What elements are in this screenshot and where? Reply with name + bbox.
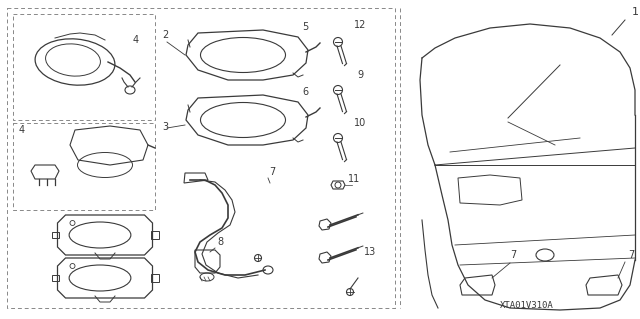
- Bar: [51, 232, 58, 238]
- Text: 11: 11: [348, 174, 360, 184]
- Text: 3: 3: [162, 122, 168, 132]
- Text: 1: 1: [632, 7, 639, 17]
- Text: 7: 7: [269, 167, 275, 177]
- Text: 7: 7: [510, 250, 516, 260]
- Text: 4: 4: [133, 35, 139, 45]
- Text: 9: 9: [357, 70, 363, 80]
- Text: 10: 10: [354, 118, 366, 128]
- Text: 13: 13: [364, 247, 376, 257]
- Text: 8: 8: [217, 237, 223, 247]
- Bar: [51, 275, 58, 281]
- Text: 12: 12: [354, 20, 366, 30]
- Text: 4: 4: [19, 125, 25, 135]
- Bar: [150, 274, 159, 282]
- Text: XTA01V310A: XTA01V310A: [500, 301, 554, 310]
- Bar: [150, 231, 159, 239]
- Text: 5: 5: [302, 22, 308, 32]
- Text: 2: 2: [162, 30, 168, 40]
- Text: 6: 6: [302, 87, 308, 97]
- Text: 7: 7: [628, 250, 634, 260]
